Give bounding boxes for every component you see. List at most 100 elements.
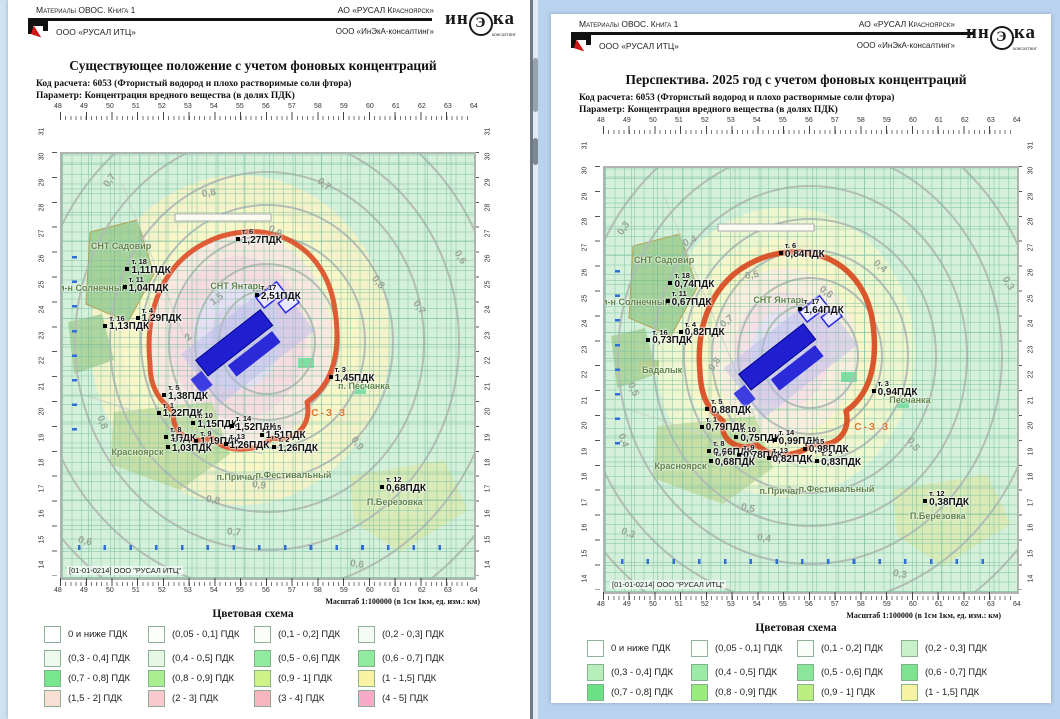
x-tick-label: 54 [210, 587, 218, 594]
x-tick-label: 52 [701, 117, 709, 124]
isoline-label: 0,7 [101, 171, 119, 190]
legend-item: (0,2 - 0,3] ПДК [901, 640, 987, 657]
point-value: 0,98ПДК [808, 444, 849, 456]
x-tick-label: 59 [883, 117, 891, 124]
scrollbar-track[interactable] [533, 0, 538, 719]
y-tick-label: 22 [1027, 370, 1035, 379]
x-tick-label: 49 [623, 601, 631, 608]
point-value: 1,29ПДК [141, 313, 182, 325]
point-id: т. 5 [168, 383, 180, 393]
measurement-point-label: т. 8 0,66ПДК [713, 439, 753, 458]
x-tick-label: 56 [262, 587, 270, 594]
isoline-label: 0,4 [681, 233, 699, 250]
scrollbar-thumb[interactable] [533, 58, 538, 112]
y-tick-label: 21 [484, 382, 492, 391]
isoline-label: 0,6 [452, 248, 469, 266]
measurement-point-label: т. 4 0,82ПДК [684, 319, 725, 339]
legend-item: (0,4 - 0,5] ПДК [691, 664, 777, 681]
map-feature-layer [696, 223, 878, 458]
scrollbar-thumb-secondary[interactable] [533, 138, 538, 165]
point-value: 1,11ПДК [131, 265, 171, 277]
measurement-point-dot [734, 435, 739, 440]
x-tick-label: 61 [392, 587, 400, 594]
x-tick-label: 52 [701, 601, 709, 608]
legend-swatch [587, 684, 604, 701]
legend-swatch [691, 640, 708, 657]
x-tick-label: 51 [675, 601, 683, 608]
window-edge [530, 0, 533, 719]
x-tick-label: 59 [340, 103, 348, 110]
measurement-point-dot [802, 446, 807, 451]
point-value: 1,51ПДК [265, 430, 306, 442]
legend-item: (1 - 1,5] ПДК [901, 684, 979, 701]
legend-label: (0,3 - 0,4] ПДК [611, 667, 674, 678]
y-tick-label: 19 [484, 433, 492, 442]
calc-code-line: Код расчета: 6053 (Фтористый водород и п… [579, 93, 895, 103]
y-tick-label: 20 [1027, 421, 1035, 430]
point-value: 0,82ПДК [772, 453, 813, 465]
point-id: т. 14 [778, 427, 795, 437]
y-tick-label: 25 [1027, 294, 1035, 303]
y-tick-label: 23 [1027, 345, 1035, 354]
point-id: т. 4 [684, 319, 697, 329]
x-tick-label: 53 [727, 601, 735, 608]
measurement-point-label: т. 14 1,52ПДК [236, 414, 276, 433]
header-rule [28, 18, 432, 21]
legend-swatch [691, 684, 708, 701]
point-value: 1,22ПДК [162, 408, 203, 420]
x-tick-label: 63 [444, 103, 452, 110]
point-value: 1,26ПДК [278, 442, 318, 454]
legend-item: (0,3 - 0,4] ПДК [587, 664, 673, 681]
color-legend: 0 и ниже ПДК (0,05 - 0,1] ПДК (0,1 - 0,2] … [8, 626, 530, 711]
y-tick-label: 20 [484, 407, 492, 416]
legend-item: (4 - 5] ПДК [358, 690, 428, 707]
ruler-top [603, 126, 1015, 134]
measurement-point-dot [259, 432, 264, 437]
legend-item: (0,4 - 0,5] ПДК [148, 650, 234, 667]
legend-item: (0,6 - 0,7] ПДК [901, 664, 987, 681]
point-id: т. 11 [671, 289, 687, 299]
x-tick-label: 50 [106, 587, 114, 594]
isoline-label: 1,5 [208, 290, 227, 308]
place-label: п.Фестивальный [798, 483, 875, 494]
measurement-point-dot [797, 307, 802, 312]
y-tick-label: 15 [1027, 549, 1035, 557]
ruler-top [60, 112, 472, 120]
y-axis-right: 31 30 29 28 27 26 25 24 23 22 21 20 19 18 17 16 15 14 [482, 128, 494, 569]
header-org-left-bottom: ООО «РУСАЛ ИТЦ» [56, 27, 136, 37]
page-title: Перспектива. 2025 год с учетом фоновых к… [625, 72, 967, 87]
x-tick-label: 63 [987, 117, 995, 124]
x-tick-label: 64 [470, 587, 478, 594]
measurement-point-label: т. 18 1,11ПДК [131, 258, 170, 276]
point-id: т. 15 [265, 422, 282, 432]
y-tick-label: 26 [581, 268, 589, 277]
legend-label: (0,8 - 0,9] ПДК [715, 687, 778, 698]
measurement-point-dot [665, 299, 670, 304]
x-tick-label: 48 [54, 103, 62, 110]
point-id: т. 5 [711, 397, 723, 407]
legend-item: (0,9 - 1] ПДК [254, 670, 332, 687]
measurement-point-label: т. 7 1,03ПДК [172, 435, 212, 454]
legend-swatch [358, 650, 375, 667]
legend-label: (0,6 - 0,7] ПДК [925, 667, 988, 678]
measurement-point-dot [646, 337, 651, 342]
point-value: 0,78ПДК [743, 450, 784, 462]
y-tick-label: 30 [484, 153, 492, 161]
y-tick-label: 18 [484, 458, 492, 467]
legend-label: (0,05 - 0,1] ПДК [715, 643, 783, 654]
point-value: 1,04ПДК [128, 283, 169, 295]
point-value: 0,74ПДК [674, 279, 715, 291]
y-tick-label: 19 [38, 433, 46, 442]
isoline-label: 0,6 [349, 557, 365, 571]
measurement-point-dot [328, 374, 333, 379]
map-attribution: [01-01-0214] ООО "РУСАЛ ИТЦ" [610, 580, 727, 589]
x-tick-label: 61 [935, 117, 943, 124]
ruler-left [595, 166, 600, 590]
y-tick-label: 24 [581, 319, 589, 328]
x-tick-label: 53 [184, 587, 192, 594]
measurement-point-dot [380, 485, 385, 490]
y-tick-label: 21 [1027, 396, 1035, 405]
x-tick-label: 48 [54, 587, 62, 594]
header-doc-label: Материалы ОВОС. Книга 1 [579, 19, 679, 29]
legend-label: (0,7 - 0,8] ПДК [611, 687, 674, 698]
